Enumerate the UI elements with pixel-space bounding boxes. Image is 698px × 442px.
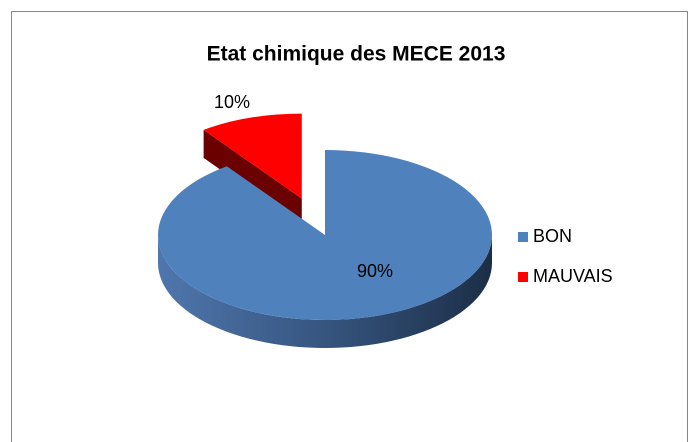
slice <box>157 150 492 320</box>
slice <box>203 113 302 199</box>
data-label: 90% <box>357 261 393 281</box>
pie: 90% 10% <box>157 92 492 348</box>
legend-label: MAUVAIS <box>533 266 613 286</box>
legend: BON MAUVAIS <box>518 226 613 286</box>
chart-title: Etat chimique des MECE 2013 <box>207 43 506 66</box>
data-label: 10% <box>214 92 250 112</box>
legend-swatch <box>518 232 528 242</box>
legend-swatch <box>518 272 528 282</box>
legend-label: BON <box>533 226 572 246</box>
slice-side <box>158 235 492 348</box>
